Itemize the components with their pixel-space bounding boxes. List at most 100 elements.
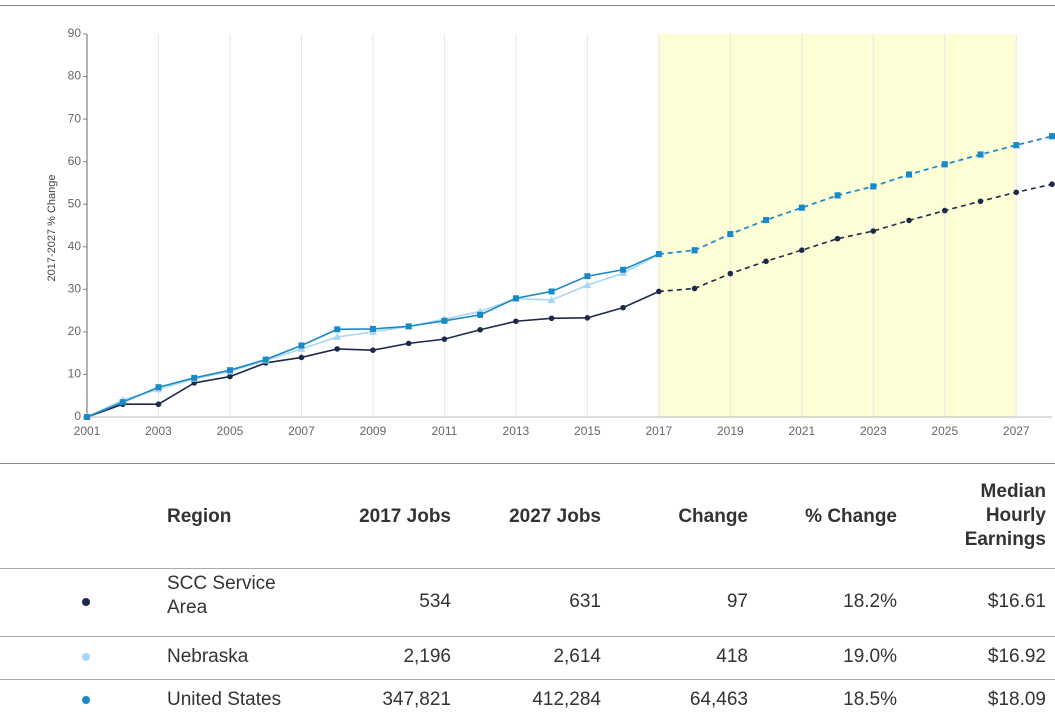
- marker: [547, 295, 556, 303]
- marker: [691, 285, 698, 292]
- legend-dot: [82, 598, 90, 606]
- marker: [727, 231, 734, 238]
- table-cell: $18.09: [987, 689, 1046, 710]
- marker: [1013, 142, 1020, 149]
- marker: [369, 325, 376, 332]
- x-tick-label: 2021: [788, 424, 815, 438]
- marker: [405, 340, 412, 347]
- x-tick-label: 2003: [145, 424, 172, 438]
- marker: [370, 347, 376, 353]
- marker: [191, 374, 198, 381]
- table-cell: SCC Service Area: [167, 573, 276, 618]
- table-cell: 631: [569, 591, 601, 612]
- marker: [477, 311, 484, 318]
- table-cell: United States: [167, 689, 282, 710]
- marker: [583, 281, 592, 289]
- y-tick-label: 70: [68, 111, 82, 125]
- marker: [727, 270, 734, 277]
- y-tick-label: 60: [68, 154, 82, 168]
- y-tick-label: 90: [68, 26, 82, 40]
- y-tick-label: 30: [68, 282, 82, 296]
- marker: [298, 354, 305, 361]
- marker: [584, 273, 591, 280]
- marker: [155, 401, 162, 408]
- forecast-highlight: [658, 34, 1017, 417]
- table-cell: 418: [716, 646, 748, 667]
- marker: [84, 414, 90, 420]
- y-tick-label: 20: [68, 324, 82, 338]
- marker: [298, 342, 305, 349]
- marker: [441, 336, 448, 342]
- x-tick-label: 2025: [931, 424, 958, 438]
- series-line: [658, 135, 1053, 255]
- marker: [441, 317, 448, 324]
- table-cell: Change: [678, 506, 748, 527]
- y-tick-label: 0: [74, 409, 81, 423]
- table-cell: 2027 Jobs: [509, 506, 601, 527]
- x-tick-label: 2017: [646, 424, 673, 438]
- marker: [834, 192, 841, 199]
- table-cell: $16.61: [987, 591, 1046, 612]
- y-tick-label: 10: [68, 367, 82, 381]
- row-border: [0, 568, 1055, 569]
- x-tick-label: 2013: [503, 424, 530, 438]
- marker: [834, 235, 841, 242]
- marker: [941, 161, 948, 168]
- marker: [333, 332, 342, 340]
- marker: [620, 304, 626, 311]
- x-tick-label: 2007: [288, 424, 315, 438]
- x-tick-label: 2027: [1003, 424, 1030, 438]
- y-tick-label: 40: [68, 239, 82, 253]
- table-cell: 97: [726, 591, 748, 612]
- x-tick-label: 2005: [217, 424, 244, 438]
- marker: [977, 198, 984, 205]
- y-tick-label: 50: [68, 196, 82, 210]
- marker: [763, 258, 769, 265]
- marker: [906, 171, 913, 178]
- table-cell: % Change: [805, 506, 897, 527]
- x-tick-label: 2011: [432, 424, 458, 438]
- table-cell: 64,463: [689, 689, 748, 710]
- marker: [977, 151, 984, 158]
- table-cell: 347,821: [382, 689, 451, 710]
- table-cell: 2,614: [553, 646, 601, 667]
- marker: [334, 346, 340, 352]
- marker: [512, 295, 519, 302]
- marker: [548, 315, 555, 322]
- marker: [226, 367, 233, 374]
- table-cell: 534: [419, 591, 451, 612]
- y-tick-label: 80: [68, 69, 82, 83]
- chart: 2017-2027 % Change 2001 2003 2005 2007 2009 2…: [46, 26, 1055, 438]
- top-border: [0, 5, 1055, 6]
- x-tick-label: 2001: [74, 424, 101, 438]
- marker: [262, 356, 269, 363]
- table-cell: 18.5%: [843, 689, 897, 710]
- marker: [763, 216, 770, 223]
- table-top-border: [0, 463, 1055, 464]
- marker: [798, 204, 805, 211]
- y-axis-label: 2017-2027 % Change: [46, 174, 58, 281]
- table-cell: 18.2%: [843, 591, 897, 612]
- marker: [227, 373, 233, 380]
- table-cell: 19.0%: [843, 646, 897, 667]
- x-tick-label: 2015: [574, 424, 601, 438]
- marker: [870, 228, 877, 234]
- marker: [620, 266, 627, 273]
- marker: [906, 217, 912, 224]
- marker: [584, 315, 591, 321]
- marker: [870, 183, 877, 190]
- marker: [513, 318, 519, 325]
- marker: [1013, 189, 1020, 196]
- marker: [799, 247, 805, 253]
- x-tick-label: 2019: [717, 424, 744, 438]
- marker: [334, 326, 341, 333]
- marker: [691, 247, 698, 254]
- marker: [1049, 181, 1055, 188]
- table-cell: Nebraska: [167, 646, 249, 667]
- marker: [1049, 133, 1055, 140]
- table-cell: $16.92: [987, 646, 1046, 667]
- marker: [655, 251, 662, 258]
- table-cell: 2017 Jobs: [359, 506, 451, 527]
- legend-dot: [82, 696, 90, 704]
